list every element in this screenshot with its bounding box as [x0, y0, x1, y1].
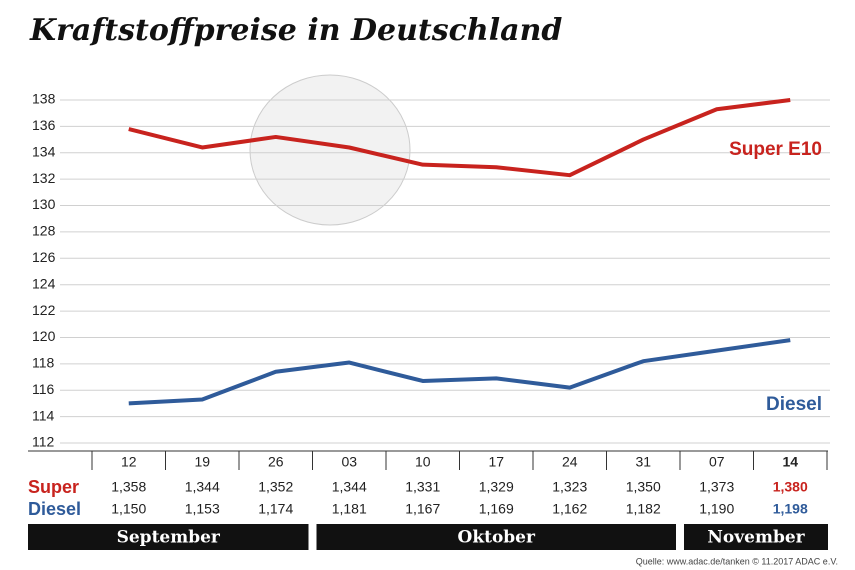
table-value: 1,380	[773, 479, 808, 495]
y-tick-label: 132	[32, 170, 56, 186]
table-value: 1,190	[699, 501, 734, 517]
column-label: 03	[341, 454, 357, 470]
table-value: 1,373	[699, 479, 734, 495]
series-line	[128, 338, 791, 406]
column-label: 19	[194, 454, 210, 470]
y-tick-label: 124	[32, 275, 56, 291]
table-value: 1,344	[332, 479, 367, 495]
table-value: 1,323	[552, 479, 587, 495]
column-label: 14	[782, 454, 798, 470]
column-label: 26	[268, 454, 284, 470]
y-tick-label: 136	[32, 117, 56, 133]
decoration	[249, 74, 411, 226]
series-line	[128, 98, 791, 178]
y-tick-label: 134	[32, 143, 56, 159]
table-value: 1,169	[479, 501, 514, 517]
series-label: Diesel	[766, 394, 822, 415]
table-value: 1,329	[479, 479, 514, 495]
y-tick-label: 116	[32, 381, 55, 397]
chart-title: Kraftstoffpreise in Deutschland	[29, 13, 562, 48]
month-label: Oktober	[458, 528, 536, 548]
table-value: 1,198	[773, 501, 808, 517]
table-value: 1,350	[626, 479, 661, 495]
table-value: 1,182	[626, 501, 661, 517]
table-value: 1,153	[185, 501, 220, 517]
table-value: 1,358	[111, 479, 146, 495]
table-value: 1,344	[185, 479, 220, 495]
month-bar	[684, 524, 828, 550]
y-tick-label: 126	[32, 249, 56, 265]
y-tick-label: 130	[32, 196, 56, 212]
y-tick-label: 128	[32, 223, 56, 239]
month-bar	[28, 524, 309, 550]
y-tick-label: 120	[32, 328, 56, 344]
table-value: 1,352	[258, 479, 293, 495]
month-bar	[316, 524, 676, 550]
month-label: September	[117, 528, 221, 548]
month-label: November	[707, 528, 805, 548]
table-value: 1,174	[258, 501, 293, 517]
table-value: 1,162	[552, 501, 587, 517]
y-tick-label: 114	[32, 407, 55, 423]
table-value: 1,181	[332, 501, 367, 517]
row-label: Super	[28, 477, 79, 497]
column-label: 31	[635, 454, 651, 470]
column-label: 12	[121, 454, 137, 470]
source: Quelle: www.adac.de/tanken © 11.2017 ADA…	[636, 556, 838, 566]
column-label: 10	[415, 454, 431, 470]
series-label: Super E10	[729, 139, 822, 160]
column-label: 17	[488, 454, 504, 470]
column-label: 24	[562, 454, 578, 470]
row-label: Diesel	[28, 499, 81, 519]
y-tick-label: 138	[32, 91, 56, 107]
table-value: 1,331	[405, 479, 440, 495]
table-value: 1,150	[111, 501, 146, 517]
y-tick-label: 112	[32, 434, 55, 450]
column-label: 07	[709, 454, 725, 470]
y-tick-label: 118	[32, 355, 55, 371]
table-value: 1,167	[405, 501, 440, 517]
y-tick-label: 122	[32, 302, 56, 318]
